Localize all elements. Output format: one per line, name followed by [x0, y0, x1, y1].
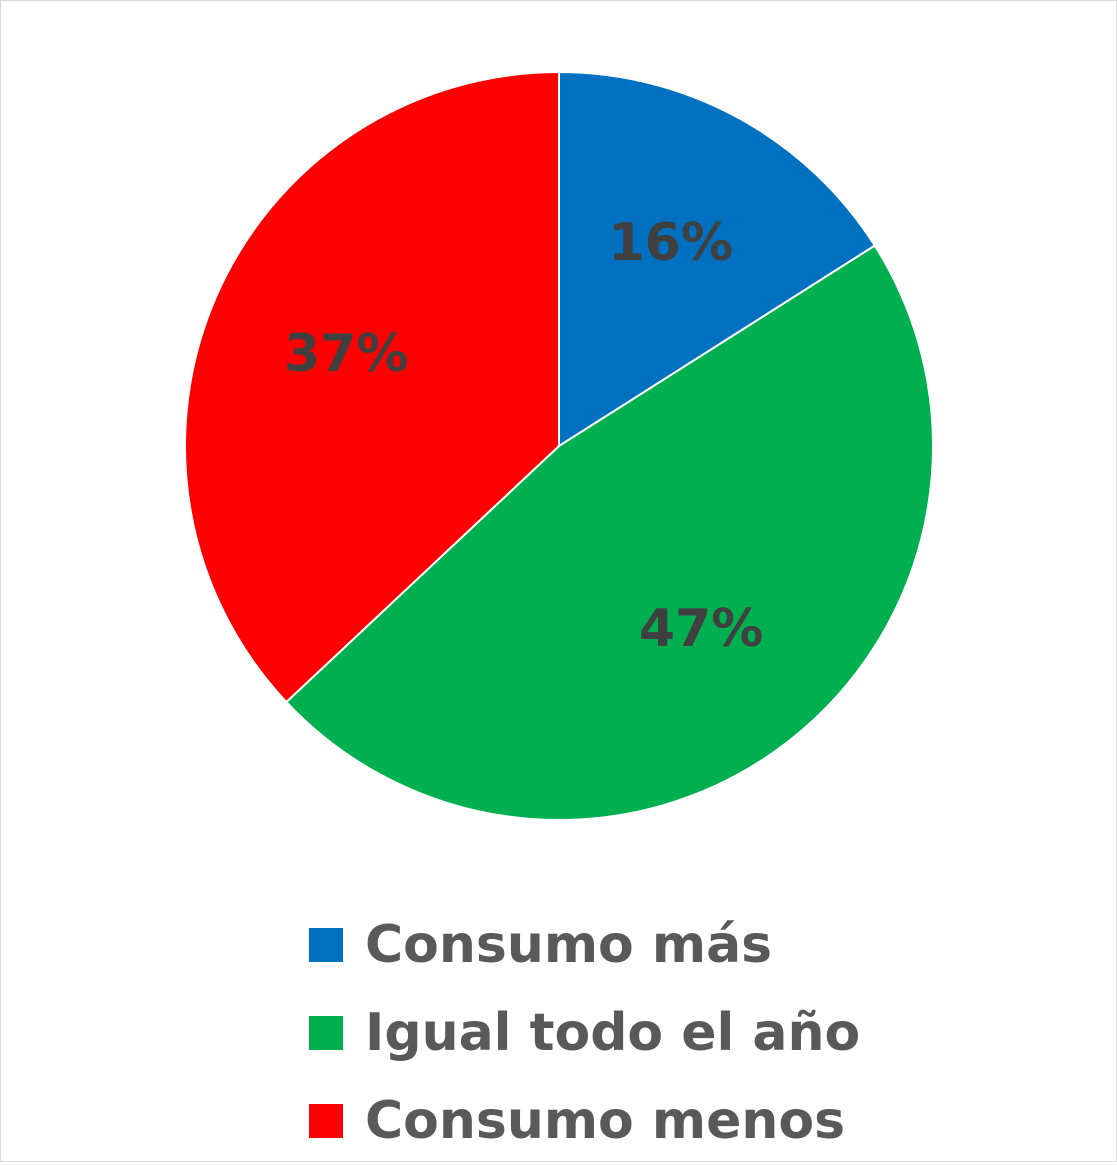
data-label-igual-todo-el-ano: 47% [639, 599, 763, 659]
legend-item-consumo-mas: Consumo más [309, 901, 860, 989]
legend-label: Consumo menos [365, 1091, 846, 1151]
legend-label: Igual todo el año [365, 1003, 861, 1063]
legend-item-igual-todo-el-ano: Igual todo el año [309, 989, 860, 1077]
legend-label: Consumo más [365, 915, 773, 975]
pie-slice-igual-todo-el-ano [284, 244, 934, 821]
legend-swatch-green [309, 1016, 343, 1050]
pie-slice-consumo-menos [184, 70, 560, 704]
legend-item-consumo-menos: Consumo menos [309, 1077, 860, 1165]
pie-data-labels: 16% 47% 37% [284, 213, 763, 659]
pie-slice-consumo-mas [558, 70, 877, 448]
data-label-consumo-mas: 16% [608, 213, 732, 273]
pie-slices [184, 70, 934, 821]
legend: Consumo más Igual todo el año Consumo me… [309, 901, 860, 1165]
legend-swatch-blue [309, 928, 343, 962]
data-label-consumo-menos: 37% [284, 324, 408, 384]
legend-swatch-red [309, 1104, 343, 1138]
